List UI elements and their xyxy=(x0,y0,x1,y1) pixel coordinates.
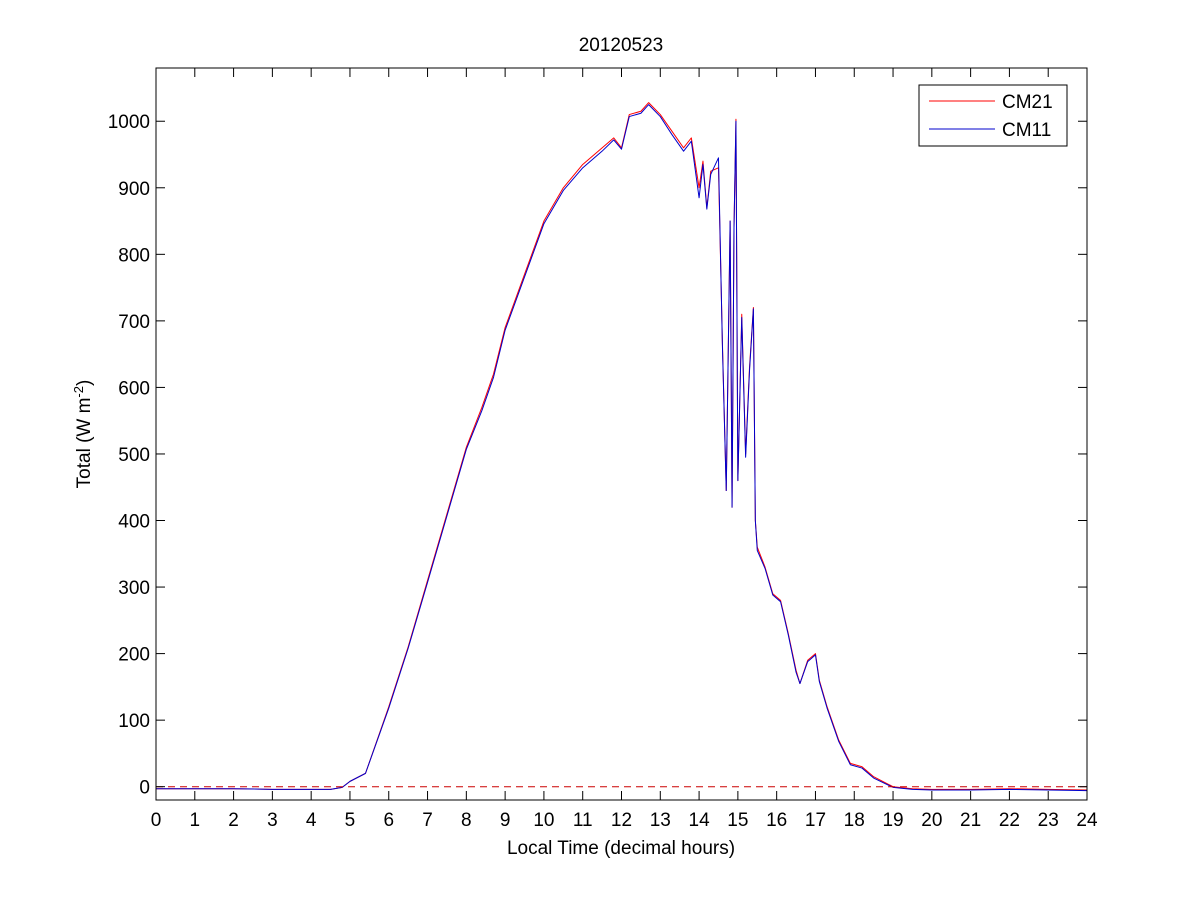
x-tick-label-12: 12 xyxy=(611,810,632,831)
x-tick-label-19: 19 xyxy=(882,810,903,831)
plot-frame xyxy=(155,67,1088,801)
x-tick-label-2: 2 xyxy=(228,810,239,831)
legend: CM21 CM11 xyxy=(918,84,1068,147)
chart-title: 20120523 xyxy=(579,35,664,56)
y-axis-label-suffix: ) xyxy=(74,380,95,386)
y-tick-label-7: 700 xyxy=(118,312,150,333)
x-tick-label-16: 16 xyxy=(766,810,787,831)
x-tick-label-21: 21 xyxy=(960,810,981,831)
x-tick-label-13: 13 xyxy=(650,810,671,831)
x-tick-label-8: 8 xyxy=(461,810,472,831)
x-axis-label: Local Time (decimal hours) xyxy=(507,838,735,859)
y-axis-label-base: Total (W m xyxy=(74,398,95,489)
y-tick-label-3: 300 xyxy=(118,578,150,599)
y-axis: 0 100 200 300 400 500 600 700 800 900 1000 xyxy=(108,112,1087,799)
plot-area xyxy=(156,102,1088,792)
legend-box xyxy=(918,84,1068,147)
x-tick-label-23: 23 xyxy=(1038,810,1059,831)
legend-label-cm11: CM11 xyxy=(1002,120,1051,141)
x-tick-label-18: 18 xyxy=(844,810,865,831)
x-tick-label-20: 20 xyxy=(921,810,942,831)
x-tick-label-1: 1 xyxy=(190,810,201,831)
y-tick-label-4: 400 xyxy=(118,512,150,533)
y-tick-label-6: 600 xyxy=(118,378,150,399)
x-axis: 0 1 2 3 4 5 6 7 8 9 10 11 12 13 14 15 16 17 18 19 20 21 22 23 24 xyxy=(151,68,1098,831)
x-tick-label-6: 6 xyxy=(383,810,394,831)
y-tick-label-8: 800 xyxy=(118,245,150,266)
x-tick-label-11: 11 xyxy=(573,810,593,831)
x-tick-label-22: 22 xyxy=(999,810,1020,831)
y-tick-label-0: 0 xyxy=(139,778,150,799)
x-tick-label-4: 4 xyxy=(306,810,317,831)
series-line-cm11 xyxy=(156,104,1088,792)
y-tick-label-9: 900 xyxy=(118,179,150,200)
x-tick-label-10: 10 xyxy=(533,810,554,831)
x-tick-label-17: 17 xyxy=(805,810,826,831)
legend-label-cm21: CM21 xyxy=(1002,92,1053,113)
x-tick-label-15: 15 xyxy=(727,810,748,831)
x-tick-label-14: 14 xyxy=(689,810,711,831)
x-tick-label-3: 3 xyxy=(267,810,278,831)
x-tick-label-5: 5 xyxy=(345,810,356,831)
y-axis-label: Total (W m-2) xyxy=(71,380,95,489)
x-tick-label-9: 9 xyxy=(500,810,511,831)
x-tick-label-24: 24 xyxy=(1076,810,1098,831)
y-tick-label-10: 1000 xyxy=(108,112,150,133)
y-axis-label-exponent: -2 xyxy=(71,386,86,398)
x-tick-label-0: 0 xyxy=(151,810,162,831)
x-tick-label-7: 7 xyxy=(422,810,433,831)
y-tick-label-1: 100 xyxy=(118,711,150,732)
series-line-cm21 xyxy=(156,102,1088,791)
y-tick-label-2: 200 xyxy=(118,645,150,666)
y-tick-label-5: 500 xyxy=(118,445,150,466)
